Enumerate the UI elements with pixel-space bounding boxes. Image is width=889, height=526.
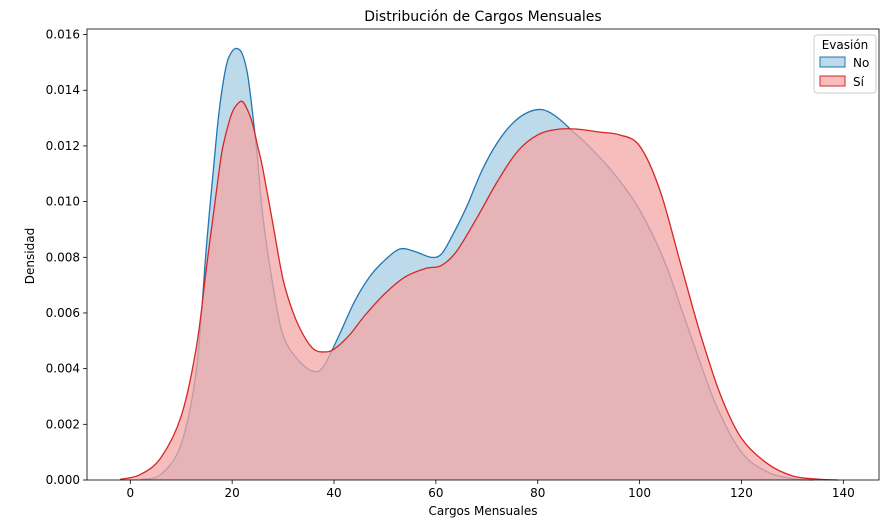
legend-title: Evasión bbox=[822, 38, 869, 52]
legend-label-si: Sí bbox=[853, 75, 865, 89]
x-tick-label: 80 bbox=[530, 486, 545, 500]
density-line-si bbox=[119, 100, 839, 481]
y-tick-label: 0.006 bbox=[46, 306, 80, 320]
legend-label-no: No bbox=[853, 56, 869, 70]
y-axis-title: Densidad bbox=[23, 228, 37, 284]
y-tick-label: 0.016 bbox=[46, 28, 80, 42]
y-tick-label: 0.014 bbox=[46, 83, 80, 97]
y-tick-label: 0.004 bbox=[46, 362, 80, 376]
axes: 0 20 40 60 80 100 120 140 0.000 0.002 0.004 0.006 0.… bbox=[46, 28, 880, 500]
legend-swatch-no bbox=[819, 56, 846, 68]
x-axis-title: Cargos Mensuales bbox=[428, 504, 537, 518]
y-tick-label: 0.002 bbox=[46, 417, 80, 431]
plot-frame bbox=[86, 28, 880, 481]
x-tick-label: 120 bbox=[730, 486, 753, 500]
x-tick-label: 100 bbox=[628, 486, 651, 500]
x-tick-label: 140 bbox=[832, 486, 855, 500]
legend: Evasión No Sí bbox=[813, 34, 877, 94]
y-tick-label: 0.008 bbox=[46, 250, 80, 264]
plot-area bbox=[119, 47, 839, 481]
chart-title: Distribución de Cargos Mensuales bbox=[364, 9, 601, 25]
density-area-si bbox=[120, 101, 839, 480]
x-tick-label: 40 bbox=[326, 486, 341, 500]
x-tick-label: 0 bbox=[126, 486, 134, 500]
y-tick-label: 0.012 bbox=[46, 139, 80, 153]
x-tick-label: 60 bbox=[428, 486, 443, 500]
x-tick-label: 20 bbox=[225, 486, 240, 500]
y-tick-label: 0.010 bbox=[46, 195, 80, 209]
legend-swatch-si bbox=[819, 75, 846, 87]
y-tick-label: 0.000 bbox=[46, 473, 80, 487]
